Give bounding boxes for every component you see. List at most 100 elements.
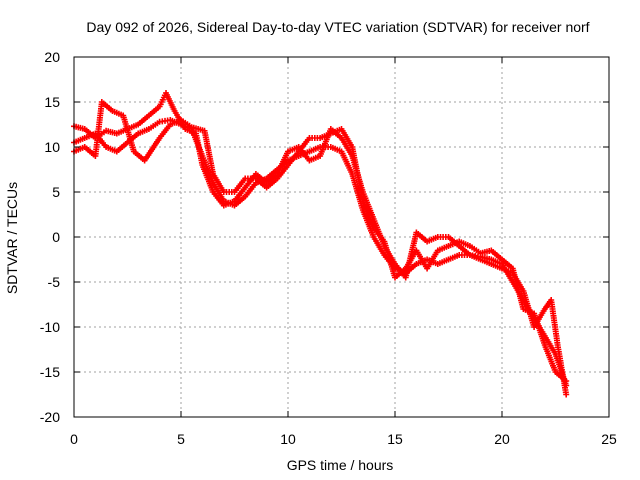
data-trace-segment — [447, 252, 461, 262]
data-trace-segment — [105, 128, 118, 136]
data-trace-segment — [349, 146, 366, 202]
data-trace-segment — [137, 126, 150, 136]
data-trace-segment — [120, 114, 137, 153]
data-trace-segment — [243, 181, 258, 198]
data-trace-segment — [193, 132, 205, 166]
chart-title: Day 092 of 2026, Sidereal Day-to-day VTE… — [86, 19, 589, 35]
data-trace-segment — [159, 117, 171, 125]
data-trace-segment — [202, 130, 216, 175]
data-trace-segment — [142, 136, 162, 162]
data-trace-segment — [73, 135, 86, 145]
data-trace-segment — [287, 144, 300, 154]
data-point — [563, 391, 570, 398]
data-trace-segment — [436, 243, 450, 253]
data-trace-segment — [265, 168, 279, 180]
data-trace-segment — [360, 209, 376, 238]
data-trace-segment — [286, 150, 301, 167]
data-trace-segment — [426, 234, 439, 244]
data-trace-segment — [100, 100, 114, 113]
data-trace-segment — [244, 175, 257, 182]
data-trace-segment — [469, 252, 482, 262]
data-trace-segment — [233, 195, 247, 207]
data-trace-segment — [265, 177, 279, 189]
x-tick-label: 15 — [387, 431, 403, 447]
y-axis-label: SDTVAR / TECUs — [4, 182, 20, 294]
data-point — [563, 378, 570, 384]
data-trace-segment — [372, 226, 386, 243]
data-trace-segment — [254, 172, 268, 185]
data-trace-segment — [73, 144, 86, 154]
data-trace-segment — [164, 92, 177, 112]
data-trace-segment — [329, 126, 343, 136]
y-tick-label: -10 — [40, 319, 60, 335]
data-trace-segment — [510, 267, 526, 310]
data-trace-segment — [92, 101, 105, 157]
data-trace-segment — [490, 249, 504, 261]
data-trace-segment — [223, 189, 235, 195]
data-trace-segment — [415, 231, 429, 243]
data-trace-segment — [381, 240, 398, 279]
data-trace-segment — [233, 186, 247, 203]
data-trace-segment — [309, 135, 321, 141]
data-trace-segment — [479, 257, 493, 267]
data-trace-segment — [447, 239, 461, 249]
y-tick-label: 15 — [44, 94, 60, 110]
data-trace-segment — [83, 127, 97, 140]
data-trace-segment — [542, 344, 558, 373]
data-trace-segment — [458, 244, 472, 257]
data-trace-segment — [147, 105, 161, 117]
data-trace-segment — [297, 136, 311, 153]
data-trace-segment — [111, 108, 125, 118]
data-trace-segment — [211, 173, 226, 193]
x-tick-label: 20 — [494, 431, 510, 447]
x-tick-label: 10 — [280, 431, 296, 447]
x-axis-label: GPS time / hours — [287, 457, 394, 473]
data-trace-segment — [501, 266, 514, 276]
data-trace-segment — [531, 312, 548, 346]
data-trace-segment — [169, 117, 182, 127]
data-trace-segment — [148, 120, 161, 131]
data-trace-segment — [339, 150, 355, 175]
data-trace-segment — [543, 335, 558, 355]
data-trace-segment — [469, 244, 482, 255]
data-trace-segment — [211, 190, 226, 207]
y-tick-label: 5 — [52, 184, 60, 200]
data-trace-segment — [222, 198, 236, 208]
data-trace-segment — [211, 182, 226, 202]
y-tick-label: 10 — [44, 139, 60, 155]
data-trace-segment — [329, 144, 343, 154]
data-trace-segment — [115, 141, 129, 153]
data-trace-segment — [137, 114, 151, 126]
data-trace-segment — [200, 164, 216, 193]
data-trace-segment — [105, 144, 118, 154]
y-tick-label: 0 — [52, 229, 60, 245]
data-trace-segment — [308, 153, 321, 163]
y-tick-label: 20 — [44, 49, 60, 65]
data-trace-segment — [437, 234, 449, 240]
data-trace-segment — [308, 144, 321, 154]
data-trace-segment — [548, 299, 561, 346]
data-trace-segment — [158, 123, 172, 140]
data-trace-segment — [180, 118, 193, 129]
data-trace-segment — [554, 370, 568, 383]
y-tick-label: -5 — [48, 274, 61, 290]
x-tick-label: 0 — [70, 431, 78, 447]
data-trace-segment — [254, 177, 268, 189]
y-tick-label: -15 — [40, 364, 60, 380]
data-trace-segment — [458, 239, 471, 249]
data-trace-segment — [458, 252, 471, 258]
data-trace-segment — [233, 177, 247, 194]
data-trace-segment — [425, 249, 440, 270]
data-trace-segment — [500, 258, 514, 270]
data-trace-segment — [339, 128, 354, 148]
data-trace-segment — [265, 172, 279, 185]
data-trace-segment — [275, 163, 290, 180]
data-trace-segment — [436, 257, 450, 267]
data-trace-segment — [371, 236, 387, 256]
y-tick-label: -20 — [40, 409, 60, 425]
data-trace-segment — [490, 257, 503, 267]
data-trace-segment — [184, 126, 197, 136]
data-trace-segment — [522, 306, 535, 316]
